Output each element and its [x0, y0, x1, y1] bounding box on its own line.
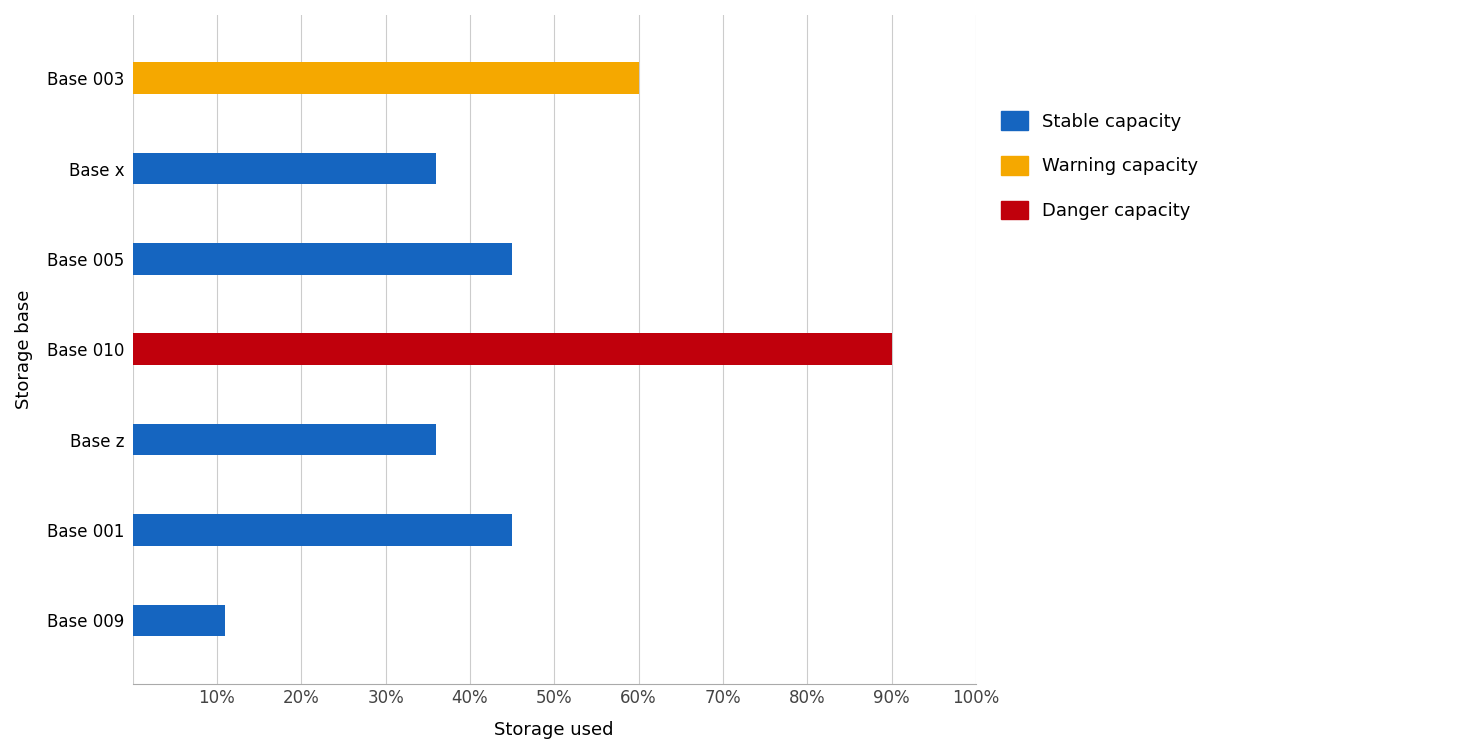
- X-axis label: Storage used: Storage used: [494, 721, 615, 739]
- Bar: [133, 63, 638, 94]
- Bar: [133, 243, 511, 274]
- Bar: [133, 153, 436, 185]
- Bar: [133, 605, 226, 636]
- Bar: [133, 333, 892, 365]
- Bar: [133, 424, 436, 455]
- Bar: [133, 514, 511, 546]
- Legend: Stable capacity, Warning capacity, Danger capacity: Stable capacity, Warning capacity, Dange…: [993, 104, 1206, 227]
- Y-axis label: Storage base: Storage base: [15, 290, 32, 409]
